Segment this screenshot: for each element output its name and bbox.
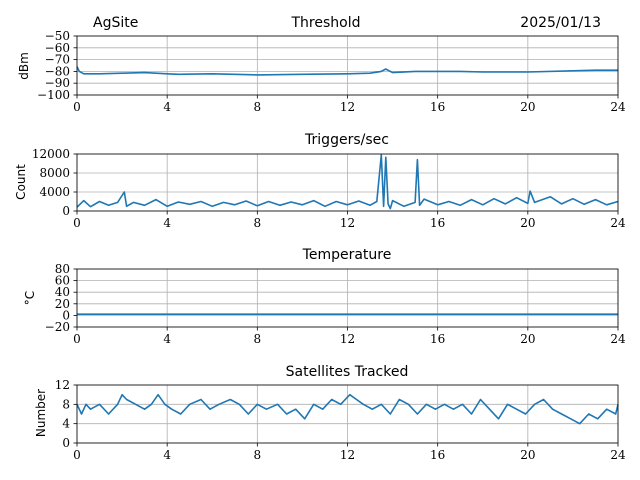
x-tick-label: 0 (73, 100, 81, 114)
plot-frame (76, 384, 619, 444)
x-tick-label: 20 (520, 100, 535, 114)
y-tick-label: 0 (62, 436, 70, 450)
y-tick-label: 4 (62, 417, 70, 431)
y-tick-label: 8 (62, 397, 70, 411)
panel-title: Temperature (302, 247, 392, 263)
x-tick-label: 12 (340, 448, 355, 462)
y-tick-label: 80 (55, 262, 70, 276)
x-tick-label: 16 (430, 100, 445, 114)
x-tick-label: 4 (163, 100, 171, 114)
x-tick-label: 8 (254, 216, 262, 230)
y-tick-label: 20 (55, 297, 70, 311)
y-tick-label: 4000 (39, 185, 70, 199)
y-tick-label: −90 (45, 76, 70, 90)
x-tick-label: 16 (430, 216, 445, 230)
y-tick-label: −20 (45, 320, 70, 334)
panel-title: Satellites Tracked (286, 364, 409, 380)
date-label: 2025/01/13 (520, 15, 601, 31)
triggers-panel: Triggers/sec Count 0 4 8 12 16 20 24 12000 8000 4… (14, 132, 626, 230)
y-tick-label: −100 (37, 88, 70, 102)
plot-frame (76, 35, 619, 96)
y-tick-label: 0 (62, 308, 70, 322)
panel-title: Threshold (291, 15, 361, 31)
plot-frame (76, 153, 619, 212)
x-tick-label: 12 (340, 332, 355, 346)
panel-title: Triggers/sec (304, 132, 389, 148)
x-tick-label: 24 (610, 216, 626, 230)
x-tick-label: 4 (163, 332, 171, 346)
x-tick-label: 16 (430, 448, 445, 462)
x-tick-label: 12 (340, 100, 355, 114)
x-tick-label: 20 (520, 448, 535, 462)
x-tick-label: 16 (430, 332, 445, 346)
x-tick-label: 12 (340, 216, 355, 230)
x-tick-label: 0 (73, 216, 81, 230)
y-tick-label: 12000 (32, 147, 70, 161)
plot-frame (76, 268, 619, 328)
x-tick-label: 20 (520, 332, 535, 346)
satellites-panel: Satellites Tracked Number 0 4 8 12 16 20 24 12 8… (34, 364, 626, 462)
x-tick-label: 4 (163, 448, 171, 462)
site-label: AgSite (93, 15, 138, 31)
series-line (76, 393, 619, 425)
series-line (76, 154, 619, 210)
y-tick-label: 40 (55, 285, 70, 299)
x-tick-label: 24 (610, 100, 626, 114)
x-tick-label: 24 (610, 332, 626, 346)
y-tick-label: −70 (45, 53, 70, 67)
y-tick-label: 0 (62, 204, 70, 218)
x-tick-label: 0 (73, 448, 81, 462)
y-tick-label: 8000 (39, 166, 70, 180)
series-line (76, 66, 618, 76)
x-tick-label: 4 (163, 216, 171, 230)
y-axis-label: Count (14, 164, 28, 200)
y-tick-label: 12 (55, 378, 70, 392)
x-tick-label: 8 (254, 100, 262, 114)
y-axis-label: Number (34, 389, 48, 437)
x-tick-label: 24 (610, 448, 626, 462)
y-tick-label: −80 (45, 64, 70, 78)
x-tick-label: 0 (73, 332, 81, 346)
y-axis-label: dBm (17, 52, 31, 80)
y-axis-label: °C (23, 291, 37, 305)
y-tick-label: 60 (55, 274, 70, 288)
x-tick-label: 8 (254, 448, 262, 462)
x-tick-label: 20 (520, 216, 535, 230)
y-tick-label: −50 (45, 29, 70, 43)
threshold-panel: Threshold dBm 0 4 8 12 16 20 24 −50−60−70−80−90… (17, 15, 626, 114)
x-tick-label: 8 (254, 332, 262, 346)
y-tick-label: −60 (45, 41, 70, 55)
